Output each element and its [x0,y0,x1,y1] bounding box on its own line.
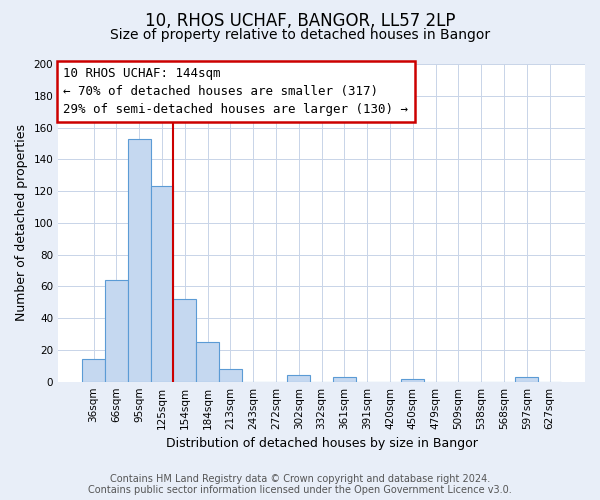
Bar [82,360,105,382]
Text: 10, RHOS UCHAF, BANGOR, LL57 2LP: 10, RHOS UCHAF, BANGOR, LL57 2LP [145,12,455,30]
Bar [287,376,310,382]
Bar [401,378,424,382]
Bar [219,369,242,382]
X-axis label: Distribution of detached houses by size in Bangor: Distribution of detached houses by size … [166,437,478,450]
Bar [105,280,128,382]
Bar [333,377,356,382]
Bar [173,299,196,382]
Text: 10 RHOS UCHAF: 144sqm
← 70% of detached houses are smaller (317)
29% of semi-det: 10 RHOS UCHAF: 144sqm ← 70% of detached … [64,67,409,116]
Bar [515,377,538,382]
Bar [128,138,151,382]
Text: Contains public sector information licensed under the Open Government Licence v3: Contains public sector information licen… [88,485,512,495]
Bar [151,186,173,382]
Bar [196,342,219,382]
Text: Size of property relative to detached houses in Bangor: Size of property relative to detached ho… [110,28,490,42]
Y-axis label: Number of detached properties: Number of detached properties [15,124,28,322]
Text: Contains HM Land Registry data © Crown copyright and database right 2024.: Contains HM Land Registry data © Crown c… [110,474,490,484]
